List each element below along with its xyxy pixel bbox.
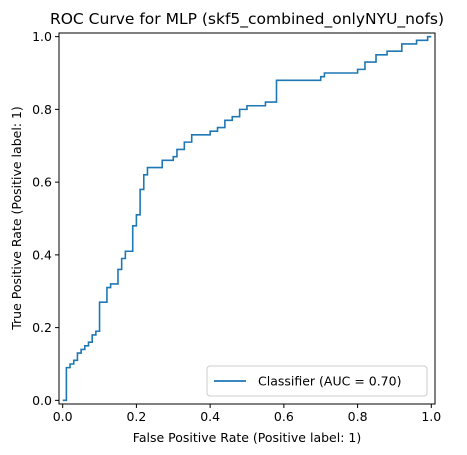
legend: Classifier (AUC = 0.70)	[206, 365, 428, 397]
x-tick-label: 0.6	[274, 409, 294, 424]
x-tick-label: 0.2	[126, 409, 146, 424]
y-tick-label: 0.4	[32, 247, 52, 262]
x-axis: 0.0 0.2 0.4 0.6 0.8 1.0	[53, 404, 441, 424]
y-tick-label: 1.0	[32, 29, 52, 44]
y-axis: 0.0 0.2 0.4 0.6 0.8 1.0	[32, 29, 59, 408]
legend-box	[206, 365, 428, 397]
y-axis-label: True Positive Rate (Positive label: 1)	[9, 106, 24, 331]
legend-label: Classifier (AUC = 0.70)	[258, 374, 401, 389]
x-axis-label: False Positive Rate (Positive label: 1)	[133, 430, 361, 445]
x-tick-label: 0.4	[200, 409, 220, 424]
series-layer	[62, 35, 432, 402]
x-tick-label: 1.0	[421, 409, 441, 424]
plot-frame	[58, 32, 436, 405]
x-tick-label: 0.0	[53, 409, 73, 424]
roc-curve-line	[62, 35, 432, 402]
plot-area	[58, 32, 436, 405]
x-tick-label: 0.8	[348, 409, 368, 424]
y-tick-label: 0.6	[32, 175, 52, 190]
y-tick-label: 0.2	[32, 320, 52, 335]
y-tick-label: 0.8	[32, 102, 52, 117]
chart-title: ROC Curve for MLP (skf5_combined_onlyNYU…	[50, 10, 444, 29]
y-tick-label: 0.0	[32, 393, 52, 408]
